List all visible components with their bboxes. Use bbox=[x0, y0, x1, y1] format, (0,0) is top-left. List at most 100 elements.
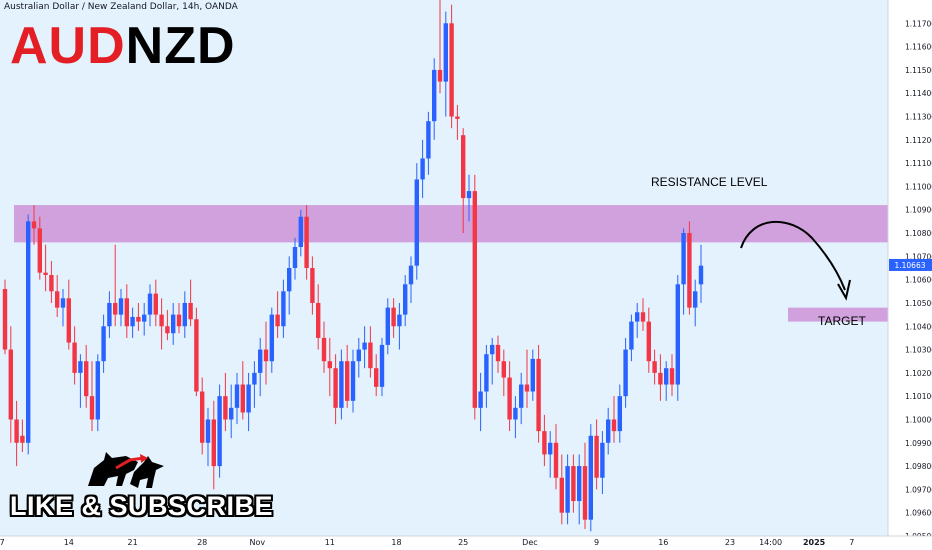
x-tick-label: 11 bbox=[325, 538, 335, 547]
resistance-zone bbox=[14, 205, 888, 243]
candle-body bbox=[658, 372, 663, 385]
x-tick-label: Nov bbox=[249, 538, 265, 547]
candle-body bbox=[107, 302, 112, 327]
y-tick-label: 1.09700 bbox=[905, 485, 932, 494]
chart-header-title: Australian Dollar / New Zealand Dollar, … bbox=[4, 2, 238, 12]
candle-body bbox=[49, 274, 54, 292]
candle-body bbox=[223, 396, 228, 420]
candle-body bbox=[606, 419, 611, 443]
candle-body bbox=[472, 191, 477, 408]
candle-body bbox=[84, 361, 89, 397]
y-tick-label: 1.11100 bbox=[905, 159, 932, 168]
candle-body bbox=[675, 284, 680, 385]
projection-curve bbox=[740, 220, 846, 291]
candle-body bbox=[263, 349, 269, 362]
x-tick-label: 28 bbox=[197, 538, 207, 547]
candle-body bbox=[43, 272, 48, 275]
candle-body bbox=[130, 316, 135, 327]
candle-body bbox=[188, 302, 193, 320]
candle-body bbox=[408, 265, 414, 285]
candle-body bbox=[234, 384, 240, 408]
candle-body bbox=[89, 396, 95, 420]
candle-body bbox=[495, 344, 501, 362]
candle-body bbox=[14, 419, 19, 443]
candle-body bbox=[327, 361, 332, 369]
candle-body bbox=[559, 477, 564, 513]
candle-body bbox=[298, 216, 303, 248]
candle-body bbox=[617, 396, 622, 432]
candle-body bbox=[281, 291, 286, 327]
candle-body bbox=[397, 314, 402, 327]
symbol-part-base: AUD bbox=[10, 17, 126, 75]
x-tick-label: 21 bbox=[128, 538, 138, 547]
y-tick-label: 1.10400 bbox=[905, 322, 932, 331]
candle-body bbox=[72, 342, 77, 373]
candle-body bbox=[310, 268, 315, 303]
candle-body bbox=[55, 291, 60, 308]
y-tick-label: 1.10600 bbox=[905, 276, 932, 285]
candle-body bbox=[611, 419, 617, 432]
x-tick-label: 2025 bbox=[803, 538, 826, 547]
candle-body bbox=[362, 342, 367, 350]
candle-body bbox=[553, 442, 559, 478]
candle-body bbox=[252, 372, 257, 385]
projection-arrowhead bbox=[837, 279, 851, 301]
candle-body bbox=[374, 368, 379, 387]
candle-body bbox=[258, 349, 263, 373]
candle-body bbox=[379, 344, 385, 387]
candle-body bbox=[635, 312, 640, 322]
candle-body bbox=[490, 344, 495, 355]
candle-body bbox=[124, 298, 129, 327]
y-tick-label: 1.10900 bbox=[905, 206, 932, 215]
y-tick-label: 1.10200 bbox=[905, 369, 932, 378]
candle-body bbox=[582, 466, 588, 520]
candle-body bbox=[95, 361, 100, 420]
candle-body bbox=[194, 319, 199, 392]
x-tick-label: 25 bbox=[458, 538, 468, 547]
candle-body bbox=[629, 321, 634, 350]
current-price-tag bbox=[889, 258, 932, 271]
candle-body bbox=[664, 368, 669, 385]
candle-body bbox=[339, 361, 344, 408]
candle-body bbox=[292, 247, 298, 268]
resistance-level-label: RESISTANCE LEVEL bbox=[651, 175, 768, 189]
candle-body bbox=[176, 314, 182, 327]
x-tick-label: 16 bbox=[658, 538, 668, 547]
candle-body bbox=[101, 326, 106, 362]
candle-body bbox=[153, 293, 158, 315]
y-tick-label: 1.10300 bbox=[905, 346, 932, 355]
candle-body bbox=[484, 354, 489, 392]
candle-body bbox=[478, 391, 483, 408]
x-tick-label: 9 bbox=[594, 538, 599, 547]
candle-body bbox=[455, 116, 460, 119]
candle-body bbox=[165, 326, 170, 334]
candle-body bbox=[78, 361, 83, 373]
candle-body bbox=[669, 368, 675, 385]
x-tick-label: 7 bbox=[0, 538, 5, 547]
y-tick-label: 1.10000 bbox=[905, 415, 932, 424]
candle-body bbox=[147, 293, 153, 315]
candle-body bbox=[437, 69, 443, 82]
candle-body bbox=[142, 314, 147, 322]
candle-body bbox=[565, 466, 570, 513]
candle-body bbox=[640, 312, 646, 322]
candle-body bbox=[687, 233, 692, 308]
candle-body bbox=[414, 179, 419, 266]
symbol-part-quote: NZD bbox=[125, 17, 236, 75]
x-tick-label: 7 bbox=[849, 538, 854, 547]
target-label: TARGET bbox=[818, 314, 866, 328]
candle-body bbox=[536, 358, 541, 432]
candle-body bbox=[31, 221, 37, 229]
y-tick-label: 1.11400 bbox=[905, 89, 932, 98]
candle-body bbox=[623, 349, 628, 397]
candle-body bbox=[693, 291, 698, 308]
candle-body bbox=[443, 23, 448, 82]
candle-body bbox=[420, 158, 425, 180]
x-tick-label: Dec bbox=[522, 538, 537, 547]
candle-body bbox=[681, 233, 686, 285]
candle-body bbox=[542, 431, 547, 455]
candle-body bbox=[530, 358, 535, 392]
x-tick-label: 14:00 bbox=[759, 538, 782, 547]
